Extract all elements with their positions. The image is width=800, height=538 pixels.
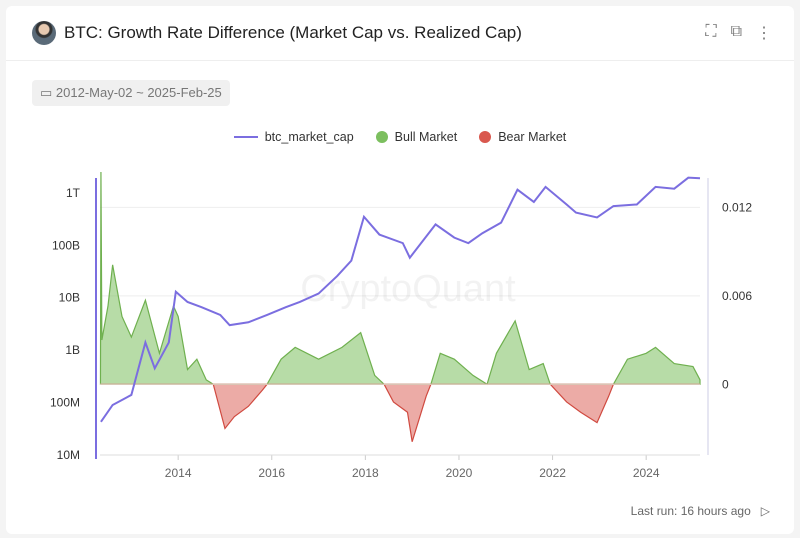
legend-item-bear[interactable]: Bear Market [479,130,566,144]
x-axis-tick: 2014 [165,466,192,480]
x-axis-tick: 2024 [633,466,660,480]
legend-line-swatch [233,136,258,138]
legend-label: Bear Market [498,130,567,144]
legend-item-bull[interactable]: Bull Market [375,130,458,144]
btc-market-cap-line [100,176,701,423]
left-axis-tick: 10M [57,448,80,462]
chart-plot: 0 0.006 0.012 10M 100M 1B 10B 100B 1T 2014 2016 201… [50,171,752,480]
author-avatar [32,21,56,45]
card-header: BTC: Growth Rate Difference (Market Cap … [6,6,794,61]
external-link-icon[interactable]: ⧉ [730,23,742,40]
legend-label: btc_market_cap [264,130,354,144]
left-axis-tick: 100M [50,396,80,410]
last-run-text: Last run: 16 hours ago [630,504,751,518]
legend-label: Bull Market [394,130,458,144]
right-axis-tick: 0.006 [722,289,752,303]
left-axis-tick: 10B [59,291,80,305]
bear-market-area [100,383,700,442]
calendar-icon: ▭ [40,85,56,100]
x-axis-tick: 2016 [258,466,285,480]
more-vertical-icon[interactable]: ⋮ [756,25,772,42]
x-axis-tick: 2022 [539,466,566,480]
left-axis-tick: 1T [66,186,81,200]
left-axis-tick: 100B [52,238,80,252]
date-range-picker[interactable]: ▭ 2012-May-02 ~ 2025-Feb-25 [32,80,230,106]
date-range-text: 2012-May-02 ~ 2025-Feb-25 [55,85,222,100]
chart-title: BTC: Growth Rate Difference (Market Cap … [64,23,522,42]
run-play-icon[interactable]: ▷ [760,504,770,518]
watermark: CryptoQuant [300,268,516,310]
right-axis-tick: 0 [722,377,729,391]
legend: btc_market_cap Bull Market Bear Market [6,130,794,144]
expand-icon[interactable]: ⛶ [705,23,717,40]
legend-item-market-cap[interactable]: btc_market_cap [233,130,354,144]
chart-card: BTC: Growth Rate Difference (Market Cap … [6,6,794,534]
x-axis-tick: 2018 [352,466,379,480]
right-axis-tick: 0.012 [722,200,752,214]
legend-dot-swatch [479,131,492,143]
left-axis-tick: 1B [65,343,80,357]
x-axis-tick: 2020 [446,466,473,480]
legend-dot-swatch [375,131,388,143]
